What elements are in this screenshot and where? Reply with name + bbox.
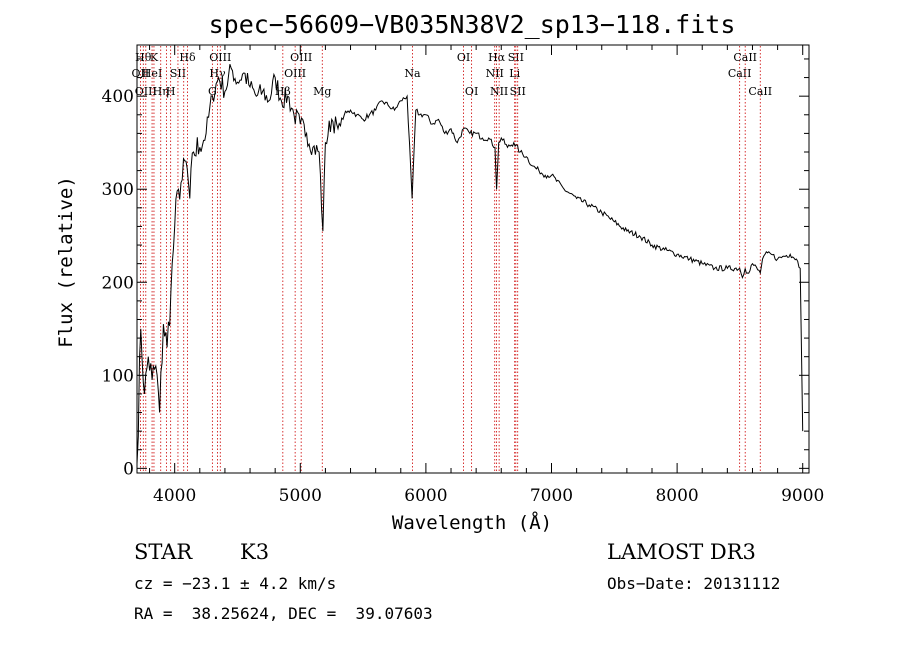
x-tick-label-6000: 6000 (404, 486, 447, 506)
x-tick-label-7000: 7000 (530, 486, 573, 506)
series-layer (136, 64, 804, 464)
line-label-16: OIII (290, 51, 312, 64)
object-class: STAR (134, 540, 193, 564)
line-label-1: OII (132, 67, 150, 80)
line-label-13: OIII (209, 51, 231, 64)
line-label-0: Hθ (135, 51, 152, 64)
line-label-28: CaII (733, 51, 757, 64)
y-tick-label-100: 100 (102, 366, 134, 386)
line-label-11: G (208, 85, 217, 98)
spectral-line-markers: HθOIIOIIIKHeIHηHSIIHδGHγOIIIHβOIIIOIIIMg… (132, 46, 772, 472)
line-label-12: Hγ (209, 67, 226, 80)
y-axis-label: Flux (relative) (55, 176, 77, 348)
line-label-26: SII (510, 85, 526, 98)
line-label-17: Mg (313, 85, 331, 98)
coordinates: RA = 38.25624, DEC = 39.07603 (134, 604, 433, 623)
axis-ticks: 4000 5000 6000 7000 8000 9000 0 100 200 300 400 (102, 45, 824, 506)
line-label-22: Hα (488, 51, 506, 64)
line-label-7: H (166, 85, 176, 98)
line-label-25: SII (508, 51, 524, 64)
object-subclass: K3 (240, 540, 270, 564)
line-label-15: OIII (284, 67, 306, 80)
line-label-10: Hδ (179, 51, 196, 64)
line-label-19: OI (457, 51, 470, 64)
survey-name: LAMOST DR3 (607, 540, 756, 564)
plot-frame (136, 44, 810, 474)
line-label-20: OI (465, 85, 478, 98)
x-tick-label-4000: 4000 (153, 486, 196, 506)
y-tick-label-200: 200 (102, 273, 134, 293)
line-label-8: SII (170, 67, 186, 80)
line-label-3: K (150, 51, 159, 64)
x-tick-label-8000: 8000 (655, 486, 698, 506)
observation-date: Obs−Date: 20131112 (607, 574, 781, 593)
y-tick-label-0: 0 (123, 459, 134, 479)
line-label-4: HeI (142, 67, 162, 80)
line-label-29: CaII (748, 85, 772, 98)
line-label-5: Hη (153, 85, 169, 98)
line-label-24: Li (509, 67, 520, 80)
x-tick-label-9000: 9000 (781, 486, 824, 506)
line-label-27: CaII (728, 67, 752, 80)
chart-title: spec−56609−VB035N38V2_sp13−118.fits (209, 10, 736, 39)
x-axis-label: Wavelength (Å) (392, 511, 552, 534)
line-label-21: NII (486, 67, 504, 80)
line-label-2: OIII (135, 85, 157, 98)
redshift-velocity: cz = −23.1 ± 4.2 km/s (134, 574, 337, 593)
line-label-18: Na (404, 67, 421, 80)
y-tick-label-400: 400 (102, 87, 134, 107)
series-line-flux (136, 64, 804, 464)
line-label-23: NII (490, 85, 508, 98)
x-tick-label-5000: 5000 (279, 486, 322, 506)
y-tick-label-300: 300 (102, 180, 134, 200)
